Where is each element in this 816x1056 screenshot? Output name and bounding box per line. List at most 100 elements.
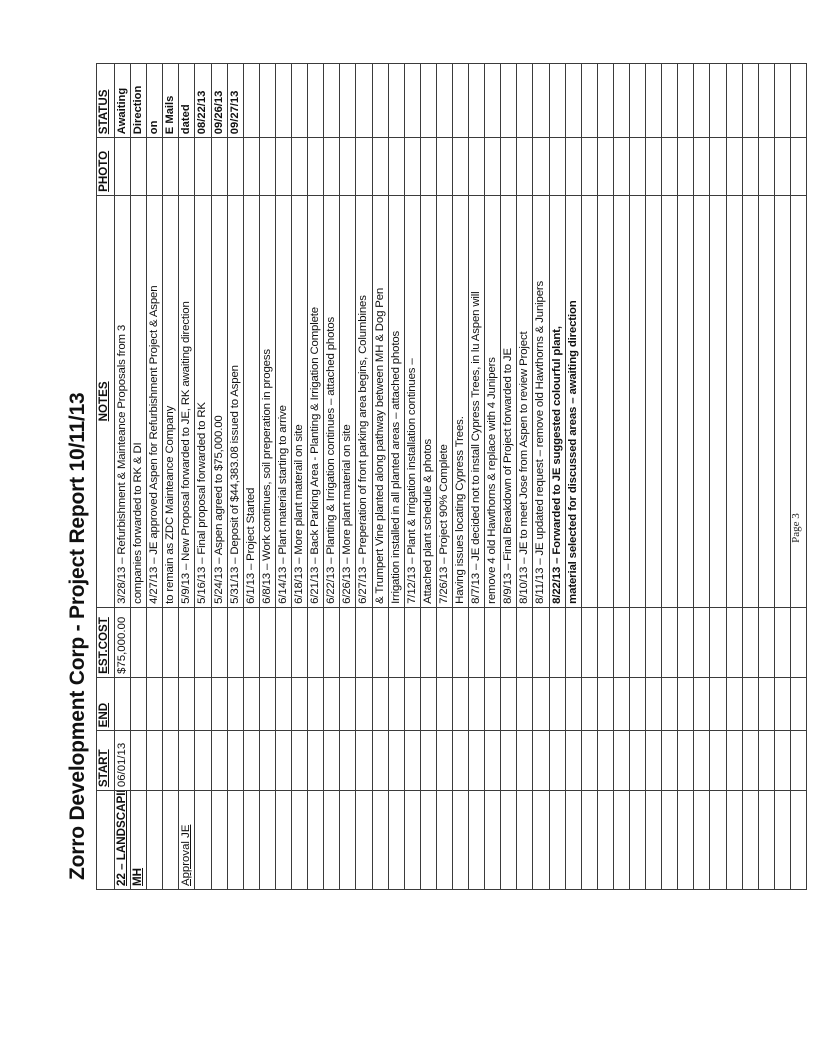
project-owner-label: MH (131, 867, 145, 886)
table-row (629, 63, 646, 890)
note-text: 7/12/13 – Plant & Irrigation installatio… (405, 358, 418, 604)
note-text: 6/26/13 – More plant material on site (341, 424, 354, 604)
project-name-cell: 22 – LANDSCAPING (114, 790, 131, 890)
photo-cell (516, 137, 533, 196)
table-row (597, 63, 614, 890)
end-cell-empty (323, 677, 340, 731)
photo-cell (404, 137, 421, 196)
table-row (693, 63, 710, 890)
note-text: 6/22/13 – Planting & Irrigation continue… (325, 316, 338, 604)
project-cell-empty (532, 790, 550, 890)
note-cell: & Trumpert Vine planted along pathway be… (372, 195, 389, 608)
start-cell-empty (645, 730, 662, 791)
status-cell-empty (758, 63, 775, 138)
est-cost-cell-empty (726, 607, 743, 678)
start-cell-empty (790, 730, 807, 791)
est-cost-cell-empty (613, 607, 630, 678)
start-cell-empty (581, 730, 598, 791)
est-cost-cell-empty (130, 607, 147, 678)
table-row (774, 63, 791, 890)
note-cell-empty (693, 195, 710, 608)
photo-cell (275, 137, 292, 196)
start-cell-empty (211, 730, 228, 791)
end-cell-empty (629, 677, 646, 731)
start-cell-empty (243, 730, 260, 791)
status-cell-empty (516, 63, 533, 138)
photo-cell (420, 137, 437, 196)
est-cost-cell-empty (516, 607, 533, 678)
note-cell: companies forwarded to RK & DI (130, 195, 147, 608)
status-cell-empty (629, 63, 646, 138)
start-cell-empty (726, 730, 743, 791)
project-cell-empty (565, 790, 582, 890)
photo-cell (790, 137, 807, 196)
photo-cell (227, 137, 244, 196)
start-cell-empty (275, 730, 292, 791)
project-cell-empty (211, 790, 228, 890)
note-text: 5/16/13 – Final proposal forwarded to RK (196, 402, 209, 604)
note-cell: remove 4 old Hawthorns & replace with 4 … (484, 195, 501, 608)
note-cell: Irrigation installed in all planted area… (388, 195, 405, 608)
table-row: Having issues locating Cypress Trees. (452, 63, 469, 890)
note-text: 5/24/13 – Aspen agreed to $75,000.00 (212, 415, 225, 604)
table-row: 6/22/13 – Planting & Irrigation continue… (323, 63, 340, 890)
status-cell: on (146, 63, 163, 138)
est-cost-cell-empty (339, 607, 356, 678)
start-cell-empty (597, 730, 614, 791)
project-cell-empty (500, 790, 517, 890)
project-cell-empty (726, 790, 743, 890)
start-cell-empty (259, 730, 276, 791)
column-header-est-cost: EST.COST (96, 607, 115, 678)
note-cell: Having issues locating Cypress Trees. (452, 195, 469, 608)
start-cell-empty (194, 730, 212, 791)
photo-cell (484, 137, 501, 196)
table-row (581, 63, 598, 890)
est-cost-cell-empty (162, 607, 179, 678)
column-header-end: END (96, 677, 115, 731)
note-text: 6/8/13 – Work continues, soil preperatio… (260, 349, 273, 604)
status-badge: Awaiting (116, 87, 128, 135)
project-cell-empty (420, 790, 437, 890)
project-cell-empty (243, 790, 260, 890)
status-cell: 09/27/13 (227, 63, 244, 138)
est-cost-cell-empty (709, 607, 727, 678)
status-cell-empty (339, 63, 356, 138)
status-cell: Awaiting (114, 63, 131, 138)
est-cost-cell-empty (194, 607, 212, 678)
note-cell: 8/7/13 – JE decided not to install Cypre… (468, 195, 485, 608)
note-text: 6/1/13 – Project Started (244, 487, 257, 604)
note-text: Irrigation installed in all planted area… (389, 330, 402, 604)
photo-cell (452, 137, 469, 196)
project-label: 22 – LANDSCAPING (115, 790, 128, 886)
end-cell-empty (742, 677, 759, 731)
photo-cell (339, 137, 356, 196)
end-cell-empty (452, 677, 469, 731)
end-cell-empty (194, 677, 212, 731)
end-cell-empty (227, 677, 244, 731)
table-row: 6/26/13 – More plant material on site (339, 63, 356, 890)
status-cell-empty (372, 63, 389, 138)
est-cost-cell-empty (291, 607, 308, 678)
project-cell-empty (162, 790, 179, 890)
photo-cell (677, 137, 694, 196)
status-cell-empty (452, 63, 469, 138)
est-cost-cell-empty (420, 607, 437, 678)
end-cell-empty (436, 677, 453, 731)
est-cost-cell-empty (677, 607, 694, 678)
note-cell: 6/8/13 – Work continues, soil preperatio… (259, 195, 276, 608)
table-row: 5/16/13 – Final proposal forwarded to RK… (194, 63, 212, 890)
end-cell-empty (130, 677, 147, 731)
end-cell-empty (291, 677, 308, 731)
table-row: 8/22/13 – Forwarded to JE suggested colo… (549, 63, 566, 890)
photo-cell (661, 137, 678, 196)
note-cell: 5/31/13 – Deposit of $44,383.08 issued t… (227, 195, 244, 608)
start-cell-empty (130, 730, 147, 791)
photo-cell (323, 137, 340, 196)
table-row: 8/10/13 – JE to meet Jose from Aspen to … (516, 63, 533, 890)
note-cell: 7/26/13 – Project 90% Complete (436, 195, 453, 608)
header-row: START END EST.COST NOTES PHOTO STATUS (96, 63, 115, 890)
photo-cell (645, 137, 662, 196)
end-cell-empty (468, 677, 485, 731)
start-cell-empty (774, 730, 791, 791)
end-cell-empty (388, 677, 405, 731)
